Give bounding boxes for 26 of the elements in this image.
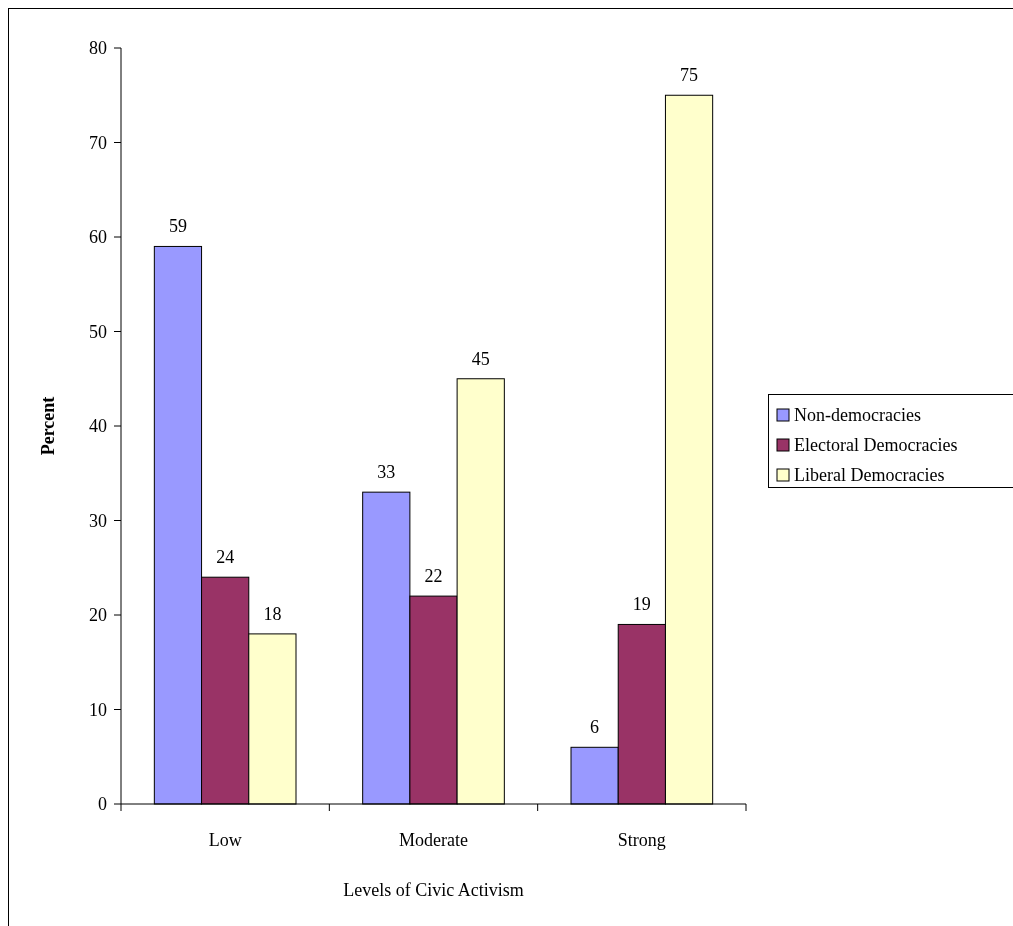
data-label: 22 bbox=[424, 566, 443, 587]
y-tick-label: 50 bbox=[89, 321, 107, 342]
data-label: 19 bbox=[632, 594, 651, 615]
y-axis-title: Percent bbox=[38, 396, 58, 456]
y-tick-label: 0 bbox=[98, 794, 107, 815]
data-label: 59 bbox=[168, 216, 187, 237]
y-tick-label: 20 bbox=[89, 605, 107, 626]
data-label: 6 bbox=[590, 717, 600, 738]
data-label: 24 bbox=[216, 547, 235, 568]
x-tick-label: Strong bbox=[617, 830, 666, 850]
x-axis-title: Levels of Civic Activism bbox=[343, 880, 524, 900]
y-tick-label: 70 bbox=[89, 132, 107, 153]
x-tick-label: Moderate bbox=[399, 830, 468, 850]
y-tick-label: 80 bbox=[89, 38, 107, 59]
data-label: 45 bbox=[471, 348, 490, 369]
data-label: 33 bbox=[377, 462, 396, 483]
y-tick-label: 30 bbox=[89, 510, 107, 531]
data-label: 75 bbox=[680, 65, 699, 86]
y-tick-label: 10 bbox=[89, 699, 107, 720]
legend-label: Non-democracies bbox=[794, 405, 921, 426]
legend-label: Electoral Democracies bbox=[794, 435, 958, 456]
x-tick-label: Low bbox=[208, 830, 242, 850]
y-tick-label: 40 bbox=[89, 416, 107, 437]
legend-label: Liberal Democracies bbox=[794, 465, 945, 486]
data-label: 18 bbox=[263, 603, 282, 624]
y-tick-label: 60 bbox=[89, 227, 107, 248]
